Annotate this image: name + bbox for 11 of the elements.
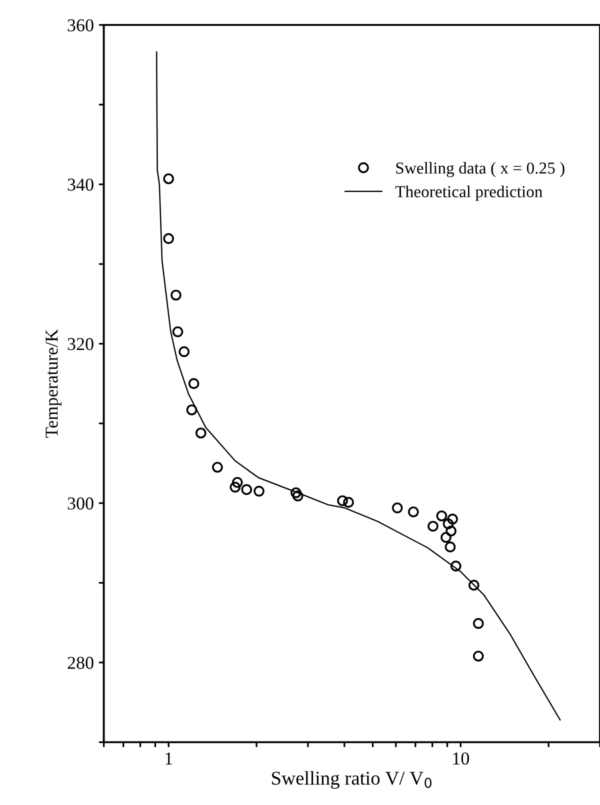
y-tick-label: 300: [68, 497, 94, 510]
x-tick-label: 10: [453, 752, 469, 765]
x-tick-label: 1: [166, 752, 172, 764]
y-tick-label: 280: [68, 656, 94, 669]
x-axis-title: Swelling ratio V/ V$_{0}$: [272, 771, 432, 789]
y-tick-label: 320: [68, 338, 94, 350]
y-tick-label: 360: [68, 19, 94, 32]
legend-label: Swelling data ( x = 0.25 ): [396, 162, 564, 178]
legend-label: Theoretical prediction: [395, 186, 542, 201]
y-tick-label: 340: [68, 178, 94, 191]
y-axis-title: Temperature/K: [46, 329, 62, 438]
